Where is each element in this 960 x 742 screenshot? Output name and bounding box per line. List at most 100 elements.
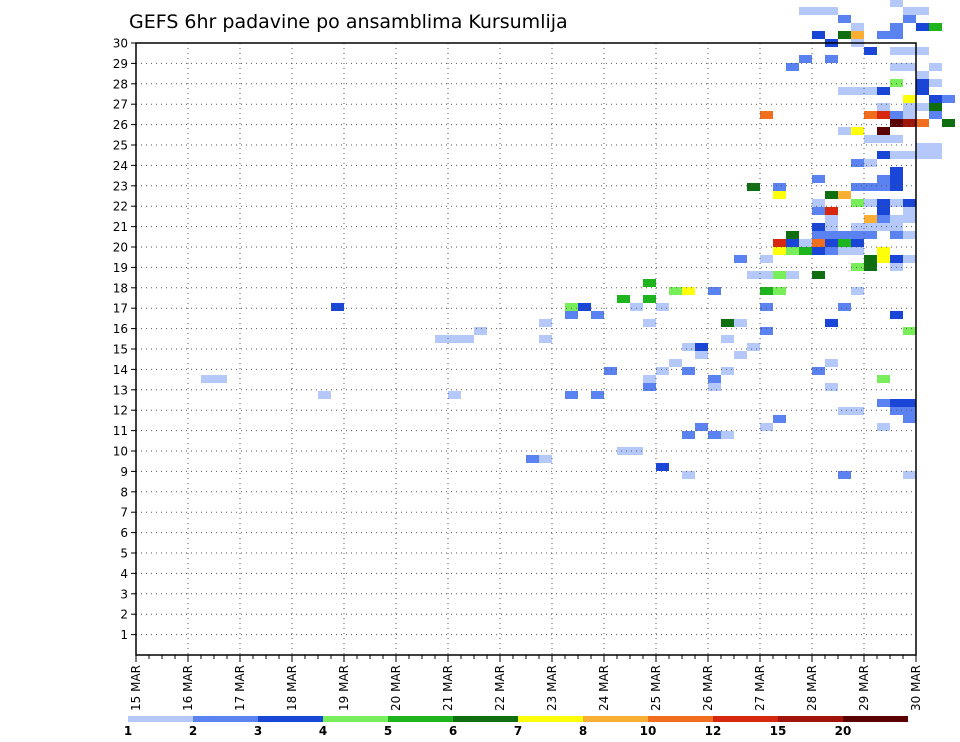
heatmap-cell <box>864 255 877 263</box>
heatmap-cell <box>864 231 877 239</box>
heatmap-cell <box>890 167 903 175</box>
heatmap-cell <box>903 399 916 407</box>
heatmap-cell <box>890 31 903 39</box>
heatmap-cell <box>812 207 825 215</box>
color-scale-label: 20 <box>835 724 852 738</box>
y-tick-label: 30 <box>113 37 128 51</box>
heatmap-cell <box>734 255 747 263</box>
heatmap-cell <box>708 287 721 295</box>
heatmap-cell <box>786 63 799 71</box>
y-tick-label: 25 <box>113 139 128 153</box>
heatmap-cell <box>526 455 539 463</box>
heatmap-cell <box>890 23 903 31</box>
heatmap-cell <box>643 319 656 327</box>
heatmap-cell <box>812 367 825 375</box>
heatmap-cell <box>851 231 864 239</box>
heatmap-cell <box>877 87 890 95</box>
heatmap-cell <box>903 111 916 119</box>
heatmap-cell <box>565 311 578 319</box>
heatmap-cell <box>838 247 851 255</box>
heatmap-cell <box>877 183 890 191</box>
heatmap-cell <box>747 343 760 351</box>
y-tick-label: 26 <box>113 118 128 132</box>
y-tick-label: 6 <box>120 526 128 540</box>
heatmap-cell <box>838 407 851 415</box>
heatmap-cell <box>682 431 695 439</box>
heatmap-cell <box>214 375 227 383</box>
heatmap-cell <box>708 383 721 391</box>
heatmap-cell <box>890 63 903 71</box>
heatmap-cell <box>331 303 344 311</box>
heatmap-cell <box>643 375 656 383</box>
heatmap-cell <box>708 375 721 383</box>
color-scale-swatch <box>843 716 908 722</box>
color-scale-swatch <box>128 716 193 722</box>
heatmap-cell <box>695 423 708 431</box>
heatmap-cell <box>916 71 929 79</box>
heatmap-cell <box>734 351 747 359</box>
x-tick-label: 17 MAR <box>233 665 247 711</box>
heatmap-cell <box>838 231 851 239</box>
heatmap-cell <box>760 287 773 295</box>
heatmap-cell <box>877 127 890 135</box>
heatmap-cell <box>682 287 695 295</box>
x-tick-label: 29 MAR <box>857 665 871 711</box>
heatmap-cell <box>916 7 929 15</box>
heatmap-cell <box>890 215 903 223</box>
heatmap-cell <box>903 471 916 479</box>
x-tick-label: 27 MAR <box>753 665 767 711</box>
heatmap-cell <box>721 431 734 439</box>
heatmap-cell <box>903 407 916 415</box>
heatmap-cell <box>929 103 942 111</box>
color-scale-swatch <box>518 716 583 722</box>
heatmap-cell <box>812 271 825 279</box>
heatmap-cell <box>682 343 695 351</box>
heatmap-cell <box>903 63 916 71</box>
heatmap-cell <box>916 103 929 111</box>
heatmap-cell <box>903 103 916 111</box>
heatmap-cell <box>539 335 552 343</box>
heatmap-cell <box>851 127 864 135</box>
y-tick-label: 27 <box>113 98 128 112</box>
y-tick-label: 21 <box>113 220 128 234</box>
heatmap-cell <box>773 239 786 247</box>
heatmap-cell <box>890 175 903 183</box>
heatmap-cell <box>825 7 838 15</box>
x-axis: 15 MAR 16 MAR 17 MAR 18 MAR 19 MAR 20 MAR 21 M… <box>129 655 923 711</box>
heatmap-cell <box>201 375 214 383</box>
heatmap-cell <box>786 239 799 247</box>
heatmap-cell <box>591 311 604 319</box>
heatmap-cell <box>760 327 773 335</box>
heatmap-cell <box>838 303 851 311</box>
heatmap-cell <box>903 7 916 15</box>
heatmap-cell <box>721 319 734 327</box>
x-tick-label: 20 MAR <box>389 665 403 711</box>
heatmap-cell <box>682 367 695 375</box>
heatmap-cell <box>942 119 955 127</box>
heatmap-cell <box>812 239 825 247</box>
heatmap-cell <box>864 111 877 119</box>
heatmap-cell <box>877 199 890 207</box>
heatmap-cell <box>435 335 448 343</box>
heatmap-cell <box>695 343 708 351</box>
y-tick-label: 11 <box>113 424 128 438</box>
heatmap-cell <box>838 471 851 479</box>
heatmap-cell <box>604 367 617 375</box>
heatmap-cell <box>773 191 786 199</box>
heatmap-cell <box>786 247 799 255</box>
heatmap-cell <box>877 175 890 183</box>
heatmap-cell <box>877 247 890 255</box>
heatmap-cell <box>760 271 773 279</box>
heatmap-cell <box>864 87 877 95</box>
y-tick-label: 5 <box>120 547 128 561</box>
heatmap-cell <box>825 215 838 223</box>
heatmap-cell <box>864 263 877 271</box>
color-scale-label: 10 <box>640 724 657 738</box>
y-tick-label: 1 <box>120 628 128 642</box>
x-tick-label: 23 MAR <box>545 665 559 711</box>
heatmap-cell <box>903 327 916 335</box>
heatmap-cell <box>903 15 916 23</box>
heatmap-cell <box>877 111 890 119</box>
heatmap-cell <box>799 7 812 15</box>
